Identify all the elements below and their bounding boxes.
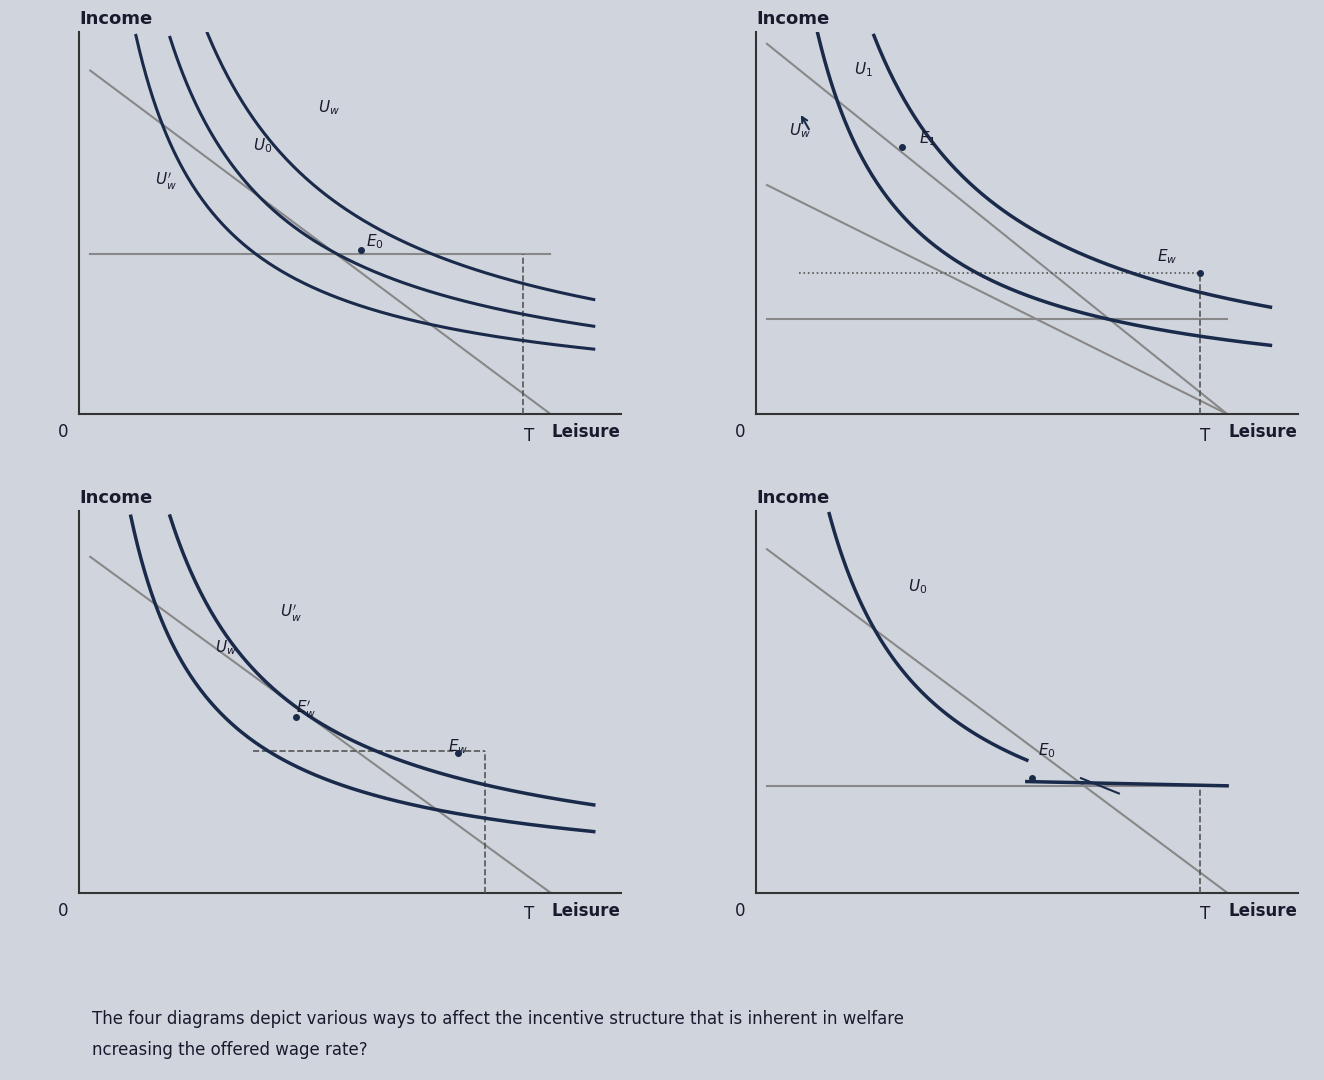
Text: $U_1$: $U_1$ [854, 60, 873, 79]
Text: Income: Income [79, 10, 152, 28]
Text: $E_0$: $E_0$ [367, 232, 384, 251]
Text: $E_w$: $E_w$ [448, 738, 467, 756]
Text: $E_1$: $E_1$ [919, 130, 936, 148]
Text: $U_{w}'$: $U_{w}'$ [155, 171, 177, 191]
Text: $U_0$: $U_0$ [253, 137, 271, 156]
Text: T: T [524, 427, 534, 445]
Text: 0: 0 [58, 902, 69, 919]
Text: T: T [524, 905, 534, 923]
Text: Income: Income [756, 10, 829, 28]
Text: $U_w$: $U_w$ [789, 121, 810, 140]
Text: T: T [1201, 905, 1210, 923]
Text: $E_w$: $E_w$ [1157, 247, 1177, 266]
Text: Leisure: Leisure [1229, 902, 1298, 919]
Text: $U_0$: $U_0$ [908, 577, 927, 596]
Text: $U_w$: $U_w$ [318, 98, 339, 118]
Text: ncreasing the offered wage rate?: ncreasing the offered wage rate? [91, 1041, 367, 1059]
Text: $U_w$: $U_w$ [214, 638, 237, 657]
Text: $U_{w}'$: $U_{w}'$ [279, 604, 302, 624]
Text: Leisure: Leisure [1229, 423, 1298, 441]
Text: Income: Income [756, 489, 829, 507]
Text: Leisure: Leisure [552, 902, 621, 919]
Text: 0: 0 [735, 423, 745, 441]
Text: Leisure: Leisure [552, 423, 621, 441]
Text: 0: 0 [735, 902, 745, 919]
Text: T: T [1201, 427, 1210, 445]
Text: 0: 0 [58, 423, 69, 441]
Text: $E_0$: $E_0$ [1038, 741, 1055, 760]
Text: The four diagrams depict various ways to affect the incentive structure that is : The four diagrams depict various ways to… [91, 1010, 903, 1028]
Text: $E_{w}'$: $E_{w}'$ [297, 699, 316, 719]
Text: Income: Income [79, 489, 152, 507]
